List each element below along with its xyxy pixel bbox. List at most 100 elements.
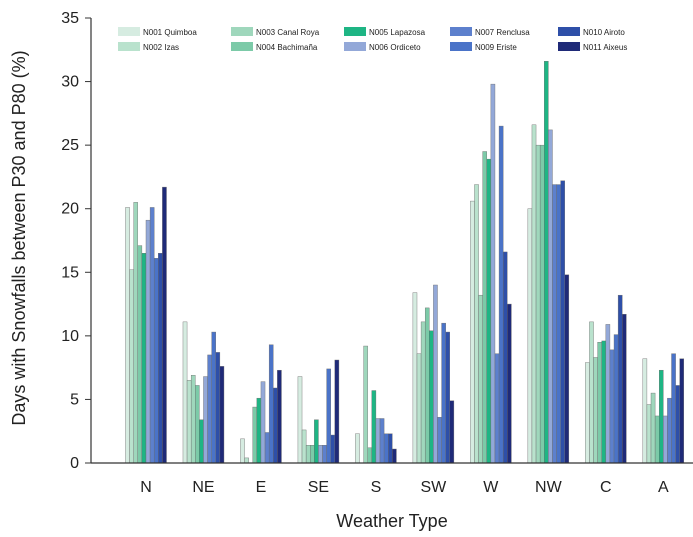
- x-tick-label: W: [483, 479, 499, 496]
- bar: [617, 294, 623, 464]
- bar: [663, 415, 668, 464]
- bar: [318, 445, 323, 464]
- legend: N001 Quimboa N002 Izas N003 Canal Roya N004…: [118, 27, 627, 52]
- bar: [642, 358, 648, 464]
- bar: [490, 83, 496, 464]
- bar: [277, 369, 282, 464]
- x-tick-label: S: [371, 479, 382, 496]
- bar: [597, 342, 602, 464]
- bar: [322, 445, 327, 464]
- bar: [556, 184, 561, 464]
- bar: [507, 303, 512, 464]
- bar: [449, 400, 455, 464]
- bar: [330, 434, 336, 464]
- legend-label: N003 Canal Roya: [256, 28, 320, 37]
- bar: [502, 251, 508, 464]
- bars-layer: [125, 61, 685, 464]
- bar: [363, 345, 368, 464]
- bar: [240, 438, 245, 464]
- x-axis-label: Weather Type: [336, 511, 447, 531]
- bar: [589, 321, 594, 464]
- bar: [667, 397, 672, 464]
- bar: [445, 331, 450, 464]
- bar: [305, 445, 311, 464]
- legend-swatch: [344, 27, 366, 36]
- bar: [482, 151, 487, 464]
- bar: [527, 208, 533, 464]
- bar: [564, 274, 570, 464]
- bar: [264, 432, 270, 464]
- legend-label: N009 Eriste: [475, 43, 517, 52]
- y-tick-label: 5: [70, 391, 79, 408]
- bar: [260, 381, 266, 464]
- x-tick-label: E: [256, 479, 267, 496]
- legend-label: N010 Airoto: [583, 28, 625, 37]
- bar: [433, 284, 438, 464]
- legend-label: N001 Quimboa: [143, 28, 197, 37]
- bar: [133, 202, 138, 464]
- bar: [137, 245, 143, 464]
- bar: [429, 330, 434, 464]
- bar: [203, 376, 208, 464]
- y-tick-label: 0: [70, 455, 79, 472]
- bar: [256, 397, 262, 464]
- bar: [605, 324, 611, 464]
- legend-swatch: [558, 42, 580, 51]
- bar: [671, 353, 676, 464]
- bar: [560, 180, 565, 464]
- bar: [613, 334, 619, 464]
- bar: [153, 258, 159, 464]
- bar: [498, 125, 504, 464]
- bar: [679, 358, 685, 464]
- bar: [158, 253, 163, 464]
- bar: [310, 445, 315, 464]
- bar: [379, 418, 385, 464]
- bar: [548, 129, 553, 464]
- bar: [211, 331, 216, 464]
- legend-swatch: [450, 27, 472, 36]
- bar: [544, 61, 549, 464]
- bar: [416, 353, 422, 464]
- y-tick-label: 30: [61, 74, 79, 91]
- bar: [650, 392, 656, 464]
- bar: [437, 417, 442, 464]
- bar: [195, 385, 200, 464]
- bar: [215, 352, 221, 464]
- bar: [593, 357, 598, 464]
- bar: [601, 340, 607, 464]
- bar: [609, 349, 615, 464]
- bar: [654, 415, 660, 464]
- bar: [470, 200, 475, 464]
- x-tick-label: C: [600, 479, 612, 496]
- bar: [486, 158, 492, 464]
- bar: [535, 144, 541, 464]
- bar: [367, 447, 373, 464]
- y-tick-label: 10: [61, 328, 79, 345]
- bar: [314, 419, 319, 464]
- legend-label: N005 Lapazosa: [369, 28, 426, 37]
- bar: [190, 375, 196, 464]
- plot-frame: [90, 18, 693, 464]
- legend-label: N007 Renclusa: [475, 28, 530, 37]
- legend-label: N002 Izas: [143, 43, 179, 52]
- bar: [273, 387, 278, 464]
- y-tick-label: 35: [61, 10, 79, 27]
- bar: [478, 294, 483, 464]
- bar: [355, 433, 360, 464]
- bar: [539, 144, 545, 464]
- bar: [675, 385, 680, 464]
- y-tick-label: 20: [61, 201, 79, 218]
- bar: [622, 314, 627, 464]
- x-tick-label: SE: [308, 479, 329, 496]
- bar: [219, 366, 225, 464]
- legend-swatch: [118, 27, 140, 36]
- bar: [186, 380, 192, 464]
- bar: [424, 307, 430, 464]
- bar: [388, 433, 393, 464]
- bar: [412, 292, 418, 464]
- bar: [531, 124, 537, 464]
- x-tick-label: A: [658, 479, 669, 496]
- bar: [552, 184, 557, 464]
- x-tick-label: N: [140, 479, 152, 496]
